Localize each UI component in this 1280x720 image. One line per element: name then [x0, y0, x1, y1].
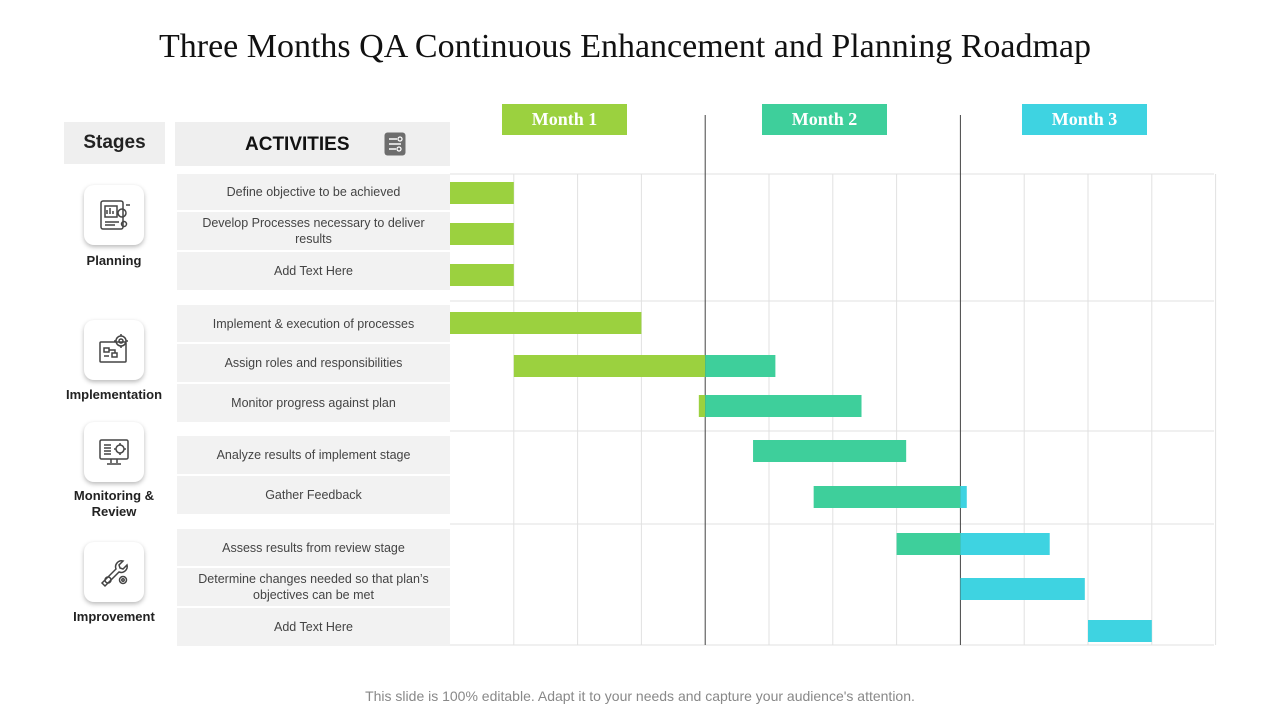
report-chart-icon — [84, 185, 144, 245]
stage-label-monitoring-review: Monitoring & Review — [73, 488, 155, 519]
gantt-bar — [705, 395, 862, 417]
gantt-bar — [450, 223, 514, 245]
gantt-bar — [1088, 620, 1152, 642]
activity-row: Determine changes needed so that plan’s … — [177, 568, 450, 606]
gantt-bar — [705, 355, 776, 377]
gantt-bar — [698, 395, 706, 417]
activity-row: Assess results from review stage — [177, 529, 450, 566]
activity-row: Define objective to be achieved — [177, 174, 450, 210]
activity-row: Develop Processes necessary to deliver r… — [177, 212, 450, 250]
gantt-bar — [960, 486, 967, 508]
footer-note: This slide is 100% editable. Adapt it to… — [365, 688, 915, 704]
gantt-bar — [450, 264, 514, 286]
gantt-bar — [450, 312, 642, 334]
activity-row: Monitor progress against plan — [177, 384, 450, 422]
gear-workflow-icon — [84, 320, 144, 380]
gantt-bar — [960, 533, 1050, 555]
activity-list-icon — [384, 132, 406, 156]
activities-header-label: ACTIVITIES — [245, 134, 350, 155]
month-2-tab: Month 2 — [762, 104, 887, 135]
month-3-tab: Month 3 — [1022, 104, 1147, 135]
gantt-bar — [513, 355, 706, 377]
stage-label-improvement: Improvement — [73, 609, 155, 624]
activities-header: ACTIVITIES — [175, 122, 450, 166]
activity-row: Add Text Here — [177, 252, 450, 290]
activity-row: Assign roles and responsibilities — [177, 344, 450, 382]
stage-label-planning: Planning — [86, 253, 142, 268]
month-1-tab: Month 1 — [502, 104, 627, 135]
gantt-bar — [960, 578, 1085, 600]
activity-row: Gather Feedback — [177, 476, 450, 514]
wrench-gear-icon — [84, 542, 144, 602]
activity-row: Implement & execution of processes — [177, 305, 450, 342]
monitor-icon — [84, 422, 144, 482]
stages-header: Stages — [64, 122, 165, 164]
page-title: Three Months QA Continuous Enhancement a… — [158, 28, 1092, 65]
gantt-bar — [896, 533, 961, 555]
stage-label-implementation: Implementation — [65, 387, 163, 402]
activity-row: Analyze results of implement stage — [177, 436, 450, 474]
gantt-bar — [450, 182, 514, 204]
gantt-bar — [813, 486, 961, 508]
gantt-bar — [753, 440, 907, 462]
activity-row: Add Text Here — [177, 608, 450, 646]
